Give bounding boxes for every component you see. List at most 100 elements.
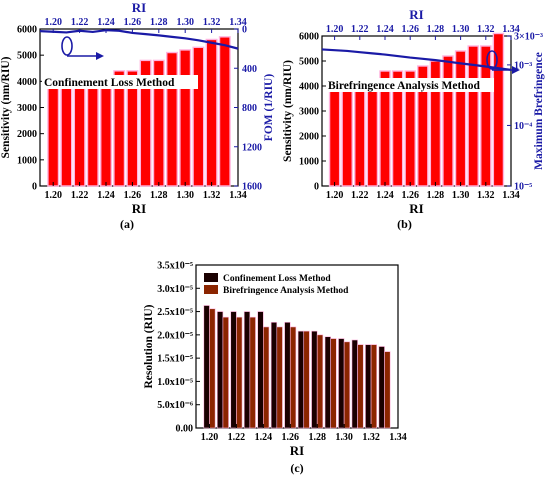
bar xyxy=(417,65,429,187)
y-tick-label: 6000 xyxy=(17,25,37,36)
bar-birefringence xyxy=(222,316,229,429)
x-tick-label: 1.28 xyxy=(427,190,445,201)
y-tick-label: 2000 xyxy=(17,129,37,140)
y-tick-label: 4000 xyxy=(299,82,319,93)
annotation-background xyxy=(42,75,198,89)
y2-tick-label: 10⁻⁴ xyxy=(514,121,532,132)
x-axis-title: RI xyxy=(409,201,423,216)
y2-tick-label: 0 xyxy=(242,25,247,36)
top-x-tick-label: 1.30 xyxy=(452,24,470,35)
y-tick-label: 3000 xyxy=(17,103,37,114)
y-tick-label: 5000 xyxy=(299,57,319,68)
bar xyxy=(205,38,218,187)
x-tick-label: 1.32 xyxy=(477,190,495,201)
y-tick-label: 3.0x10⁻⁵ xyxy=(157,284,193,295)
x-tick-label: 1.26 xyxy=(124,190,142,201)
x-tick-label: 1.28 xyxy=(150,190,168,201)
bar-birefringence xyxy=(209,308,216,429)
panel-label: (b) xyxy=(397,217,412,231)
y-tick-label: 5000 xyxy=(17,51,37,62)
y-tick-label: 0.00 xyxy=(176,424,194,435)
bar-birefringence xyxy=(236,316,243,429)
x-tick-label: 1.20 xyxy=(326,190,344,201)
bar-confinement xyxy=(351,339,358,429)
y2-tick-label: 800 xyxy=(242,103,257,114)
bar-birefringence xyxy=(263,326,270,429)
bar xyxy=(366,80,379,187)
bar-confinement xyxy=(297,330,305,429)
x-tick-label: 1.30 xyxy=(335,432,353,443)
annotation: Confinement Loss Method xyxy=(44,77,175,89)
bar-confinement xyxy=(257,311,264,429)
bar xyxy=(492,32,505,187)
bar-confinement xyxy=(284,321,291,429)
series-arrow-head xyxy=(96,52,104,60)
bar xyxy=(442,55,454,187)
bar xyxy=(47,85,60,187)
bar-confinement xyxy=(203,305,210,429)
y-tick-label: 0 xyxy=(314,182,319,193)
x-tick-label: 1.22 xyxy=(351,190,369,201)
y-tick-label: 6000 xyxy=(299,32,319,43)
x-tick-label: 1.22 xyxy=(71,190,89,201)
top-x-tick-label: 1.26 xyxy=(124,17,142,28)
bar-confinement xyxy=(324,336,331,429)
x-tick-label: 1.22 xyxy=(228,432,246,443)
top-x-tick-label: 1.20 xyxy=(326,24,344,35)
bar xyxy=(86,80,99,187)
x-tick-label: 1.34 xyxy=(229,190,247,201)
top-x-tick-label: 1.34 xyxy=(229,17,247,28)
x-tick-label: 1.24 xyxy=(255,432,273,443)
bar xyxy=(60,80,73,187)
bar-confinement xyxy=(243,311,251,429)
x-tick-label: 1.32 xyxy=(362,432,380,443)
bar xyxy=(391,70,404,187)
bar-birefringence xyxy=(370,344,378,429)
y2-tick-label: 10⁻⁵ xyxy=(514,182,532,193)
bar-confinement xyxy=(311,330,318,429)
bar xyxy=(454,50,467,187)
y-axis-title: Resolution (RIU) xyxy=(143,304,155,388)
bar-birefringence xyxy=(357,344,364,429)
x-axis-title: RI xyxy=(132,201,146,216)
bar xyxy=(139,59,152,187)
series-marker-ellipse xyxy=(486,50,498,70)
bar xyxy=(218,36,231,187)
top-x-tick-label: 1.28 xyxy=(427,24,445,35)
x-tick-label: 1.20 xyxy=(44,190,62,201)
y-tick-label: 2.0x10⁻⁵ xyxy=(157,330,193,341)
y2-tick-label: 3×10⁻³ xyxy=(514,32,543,43)
y2-tick-label: 1200 xyxy=(242,142,262,153)
bar-confinement xyxy=(216,311,224,429)
y2-tick-label: 400 xyxy=(242,64,257,75)
bar xyxy=(341,80,353,187)
y-tick-label: 4000 xyxy=(17,77,37,88)
x-tick-label: 1.24 xyxy=(97,190,115,201)
x-tick-label: 1.34 xyxy=(389,432,407,443)
bar xyxy=(354,80,366,187)
x-tick-label: 1.26 xyxy=(401,190,419,201)
plot-frame xyxy=(195,264,399,429)
x-tick-label: 1.30 xyxy=(452,190,470,201)
bar xyxy=(73,80,86,187)
y-axis-title: Sensitivity (nm/RIU) xyxy=(0,56,12,158)
y-tick-label: 1.5x10⁻⁵ xyxy=(157,354,193,365)
y-axis-title: Sensitivity (nm/RIU) xyxy=(282,60,294,162)
y-tick-label: 0 xyxy=(32,182,37,193)
legend-swatch xyxy=(204,273,218,282)
top-x-tick-label: 1.28 xyxy=(150,17,168,28)
bar-confinement xyxy=(270,321,278,429)
y-tick-label: 1.0x10⁻⁵ xyxy=(157,377,193,388)
top-x-tick-label: 1.30 xyxy=(176,17,194,28)
top-x-tick-label: 1.22 xyxy=(71,17,89,28)
y-tick-label: 2000 xyxy=(299,132,319,143)
bar-birefringence xyxy=(316,334,324,429)
birefringence-line xyxy=(321,48,512,71)
bar xyxy=(328,87,341,187)
bar xyxy=(166,51,178,187)
bar xyxy=(100,80,112,187)
top-x-tick-label: 1.24 xyxy=(97,17,115,28)
top-x-tick-label: 1.32 xyxy=(203,17,221,28)
legend-swatch xyxy=(204,285,218,294)
